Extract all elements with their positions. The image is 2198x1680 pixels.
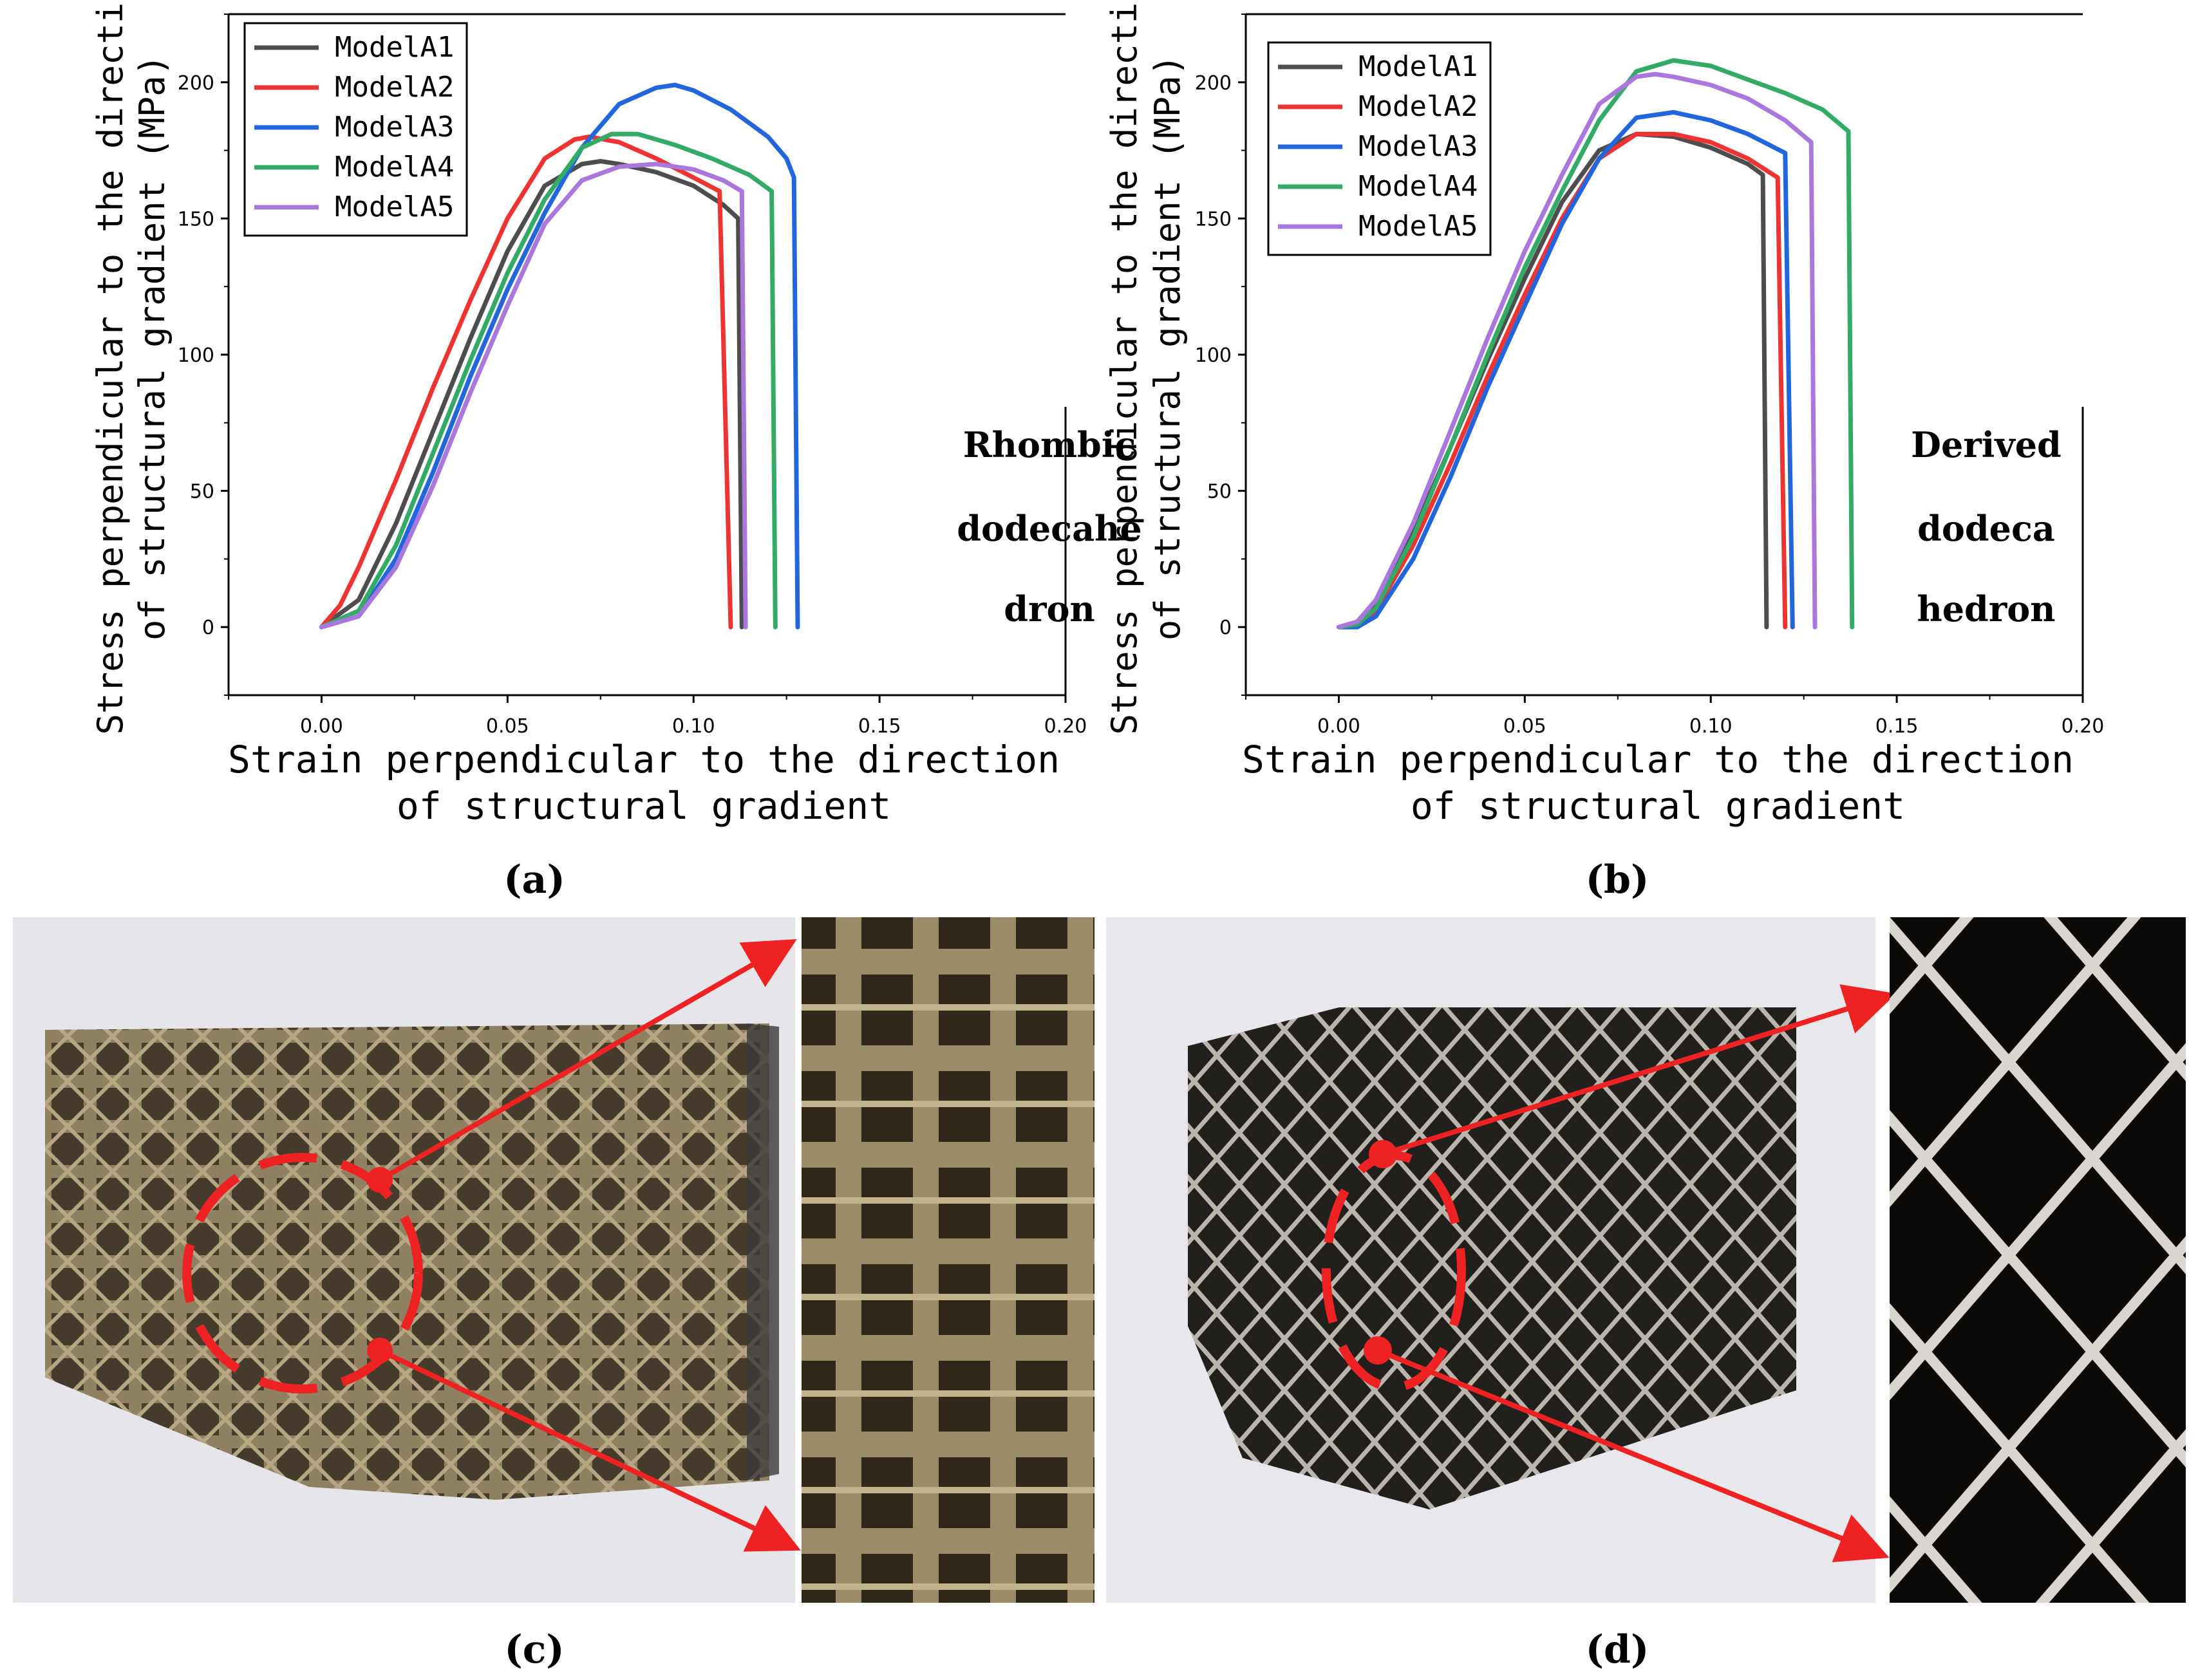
chart-a-labels: Strain perpendicular to the directionof …	[90, 0, 1142, 828]
chart-a-y-tick-label: 50	[190, 481, 214, 503]
photo-c-highlight-circle	[182, 1153, 423, 1394]
chart-b-y-tick-label: 0	[1219, 617, 1232, 639]
chart-a-annotation: dodecahe	[957, 508, 1141, 549]
chart-b-axes: 0 50 100 150 200 0.00 0.05 0.10 0.15 0.20	[1195, 13, 2105, 738]
chart-a-y-tick-label: 0	[202, 617, 214, 639]
chart-b-annotation: Derived	[1911, 424, 2062, 465]
chart-b-x-axis-label: of structural gradient	[1411, 784, 1905, 828]
chart-a-y-axis-label: of structural gradient (MPa)	[132, 55, 173, 640]
chart-b-x-tick-label: 0.20	[2062, 715, 2105, 738]
chart-b-legend-label: ModelA3	[1358, 130, 1478, 163]
chart-a-legend: ModelA1 ModelA2 ModelA3 ModelA4 ModelA5	[243, 22, 468, 237]
chart-b-series-modela4	[1336, 58, 1855, 630]
chart-b-labels: Strain perpendicular to the directionof …	[1104, 0, 2074, 828]
chart-b-y-axis-label: of structural gradient (MPa)	[1147, 55, 1188, 640]
chart-b-annotation: hedron	[1917, 588, 2055, 630]
chart-a-series-group	[319, 82, 800, 630]
chart-b-y-tick-label: 150	[1195, 208, 1232, 230]
chart-b-legend-label: ModelA5	[1358, 210, 1478, 243]
chart-a-x-tick-label: 0.10	[672, 715, 715, 738]
chart-b-legend-label: ModelA1	[1358, 50, 1478, 83]
chart-panel-b: 0 50 100 150 200 0.00 0.05 0.10 0.15 0.20 ModelA1…	[1104, 0, 2104, 828]
chart-b-legend: ModelA1 ModelA2 ModelA3 ModelA4 ModelA5	[1267, 41, 1492, 256]
chart-a-x-axis-label: Strain perpendicular to the direction	[228, 738, 1060, 781]
chart-b-series-group	[1336, 58, 1855, 630]
chart-a-y-tick-label: 100	[178, 344, 214, 367]
chart-a-legend-label: ModelA1	[335, 31, 454, 64]
chart-a-x-tick-label: 0.20	[1044, 715, 1087, 738]
caption-b: (b)	[1586, 857, 1649, 902]
caption-a: (a)	[503, 857, 565, 902]
photo-d-arrow-bottom	[1376, 1348, 1890, 1563]
photo-c-zoom-detail	[802, 917, 1094, 1603]
chart-a-x-tick-label: 0.00	[300, 715, 343, 738]
chart-a-legend-label: ModelA4	[335, 151, 454, 183]
chart-a-x-tick-label: 0.05	[486, 715, 529, 738]
chart-b-x-tick-label: 0.15	[1875, 715, 1919, 738]
chart-a-annotation: dron	[1004, 588, 1095, 630]
photo-c-lattice-sample	[45, 1023, 769, 1500]
chart-a-axes: 0 50 100 150 200 0.00 0.05 0.10 0.15 0.20	[178, 13, 1087, 738]
photo-c-arrow-top	[378, 938, 797, 1182]
chart-a-y-axis-label: Stress perpendicular to the direction	[90, 0, 131, 734]
chart-b-legend-label: ModelA4	[1358, 170, 1478, 203]
chart-b-y-tick-label: 50	[1207, 481, 1232, 503]
chart-a-series-modela3	[319, 82, 800, 630]
chart-a-annotation: Rhombic	[963, 424, 1136, 465]
chart-a-legend-label: ModelA3	[335, 111, 454, 144]
chart-a-y-tick-label: 200	[178, 72, 214, 95]
chart-a-legend-label: ModelA5	[335, 191, 454, 223]
photo-panel-d	[1106, 917, 1897, 1603]
photo-d-zoom-detail	[1890, 917, 2186, 1603]
chart-a-y-tick-label: 150	[178, 208, 214, 230]
caption-c: (c)	[504, 1627, 564, 1672]
chart-b-legend-label: ModelA2	[1358, 90, 1478, 123]
chart-b-x-tick-label: 0.00	[1317, 715, 1360, 738]
chart-b-x-tick-label: 0.10	[1689, 715, 1733, 738]
chart-b-y-tick-label: 200	[1195, 72, 1232, 95]
chart-a-series-modela2	[319, 134, 733, 630]
chart-b-x-tick-label: 0.05	[1503, 715, 1546, 738]
photo-d-arrow-top	[1382, 984, 1897, 1157]
photo-panel-d-zoom	[1890, 917, 2186, 1603]
chart-a-series-modela4	[319, 131, 778, 630]
photo-panel-c-zoom	[802, 917, 1094, 1603]
chart-b-series-modela3	[1336, 109, 1795, 630]
chart-b-y-tick-label: 100	[1195, 344, 1232, 367]
caption-d: (d)	[1586, 1627, 1649, 1672]
photo-c-sample-shadow	[747, 1023, 779, 1480]
chart-a-x-tick-label: 0.15	[858, 715, 901, 738]
chart-a-series-modela1	[319, 159, 744, 630]
chart-panel-a: 0 50 100 150 200 0.00 0.05 0.10 0.15 0.20 ModelA1…	[90, 0, 1142, 828]
chart-b-series-modela5	[1336, 71, 1818, 630]
chart-b-y-axis-label: Stress perpendicular to the direction	[1104, 0, 1145, 734]
photo-panel-c	[13, 917, 801, 1603]
chart-b-annotation: dodeca	[1917, 508, 2055, 549]
photo-d-lattice-sample	[1188, 1007, 1796, 1509]
chart-a-series-modela5	[319, 162, 748, 630]
chart-b-x-axis-label: Strain perpendicular to the direction	[1242, 738, 2074, 781]
chart-a-legend-label: ModelA2	[335, 71, 454, 104]
photo-c-arrow-bottom	[379, 1348, 801, 1552]
chart-a-x-axis-label: of structural gradient	[397, 784, 891, 828]
